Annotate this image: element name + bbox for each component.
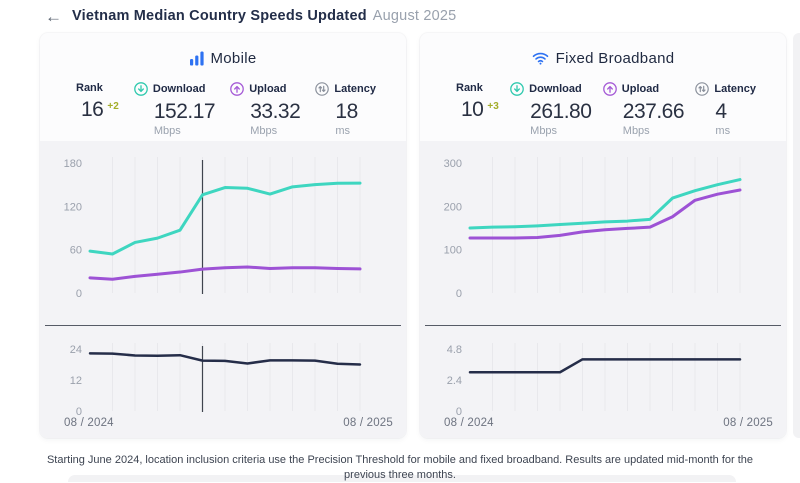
download-unit: Mbps xyxy=(530,125,558,137)
stat-rank: Rank 16 +2 xyxy=(76,82,119,137)
download-icon xyxy=(510,82,525,96)
next-section-card-edge xyxy=(68,475,736,482)
page-title-date: August 2025 xyxy=(372,8,457,24)
upload-value: 237.66 xyxy=(622,100,685,123)
rank-delta: +2 xyxy=(107,101,119,112)
svg-text:0: 0 xyxy=(456,288,462,300)
mobile-x-axis-labels: 08 / 2024 08 / 2025 xyxy=(40,416,406,429)
cards-row: Mobile Rank 16 +2 Download 152.17 Mbp xyxy=(0,33,800,438)
mobile-card: Mobile Rank 16 +2 Download 152.17 Mbp xyxy=(40,33,406,438)
x-label-end: 08 / 2025 xyxy=(723,417,773,429)
download-icon xyxy=(134,82,148,96)
svg-text:0: 0 xyxy=(76,288,82,300)
svg-text:120: 120 xyxy=(64,201,82,213)
fixed-speed-chart[interactable]: 300 200 100 0 xyxy=(420,141,786,317)
latency-label: Latency xyxy=(714,83,756,95)
fixed-chart-panel: 300 200 100 0 4.8 2.4 0 08 / 2024 08 / 2025 xyxy=(420,141,786,438)
stat-latency: Latency 4 ms xyxy=(695,82,756,137)
latency-icon xyxy=(695,82,710,96)
latency-value: 18 xyxy=(335,100,358,123)
mobile-stats: Rank 16 +2 Download 152.17 Mbps xyxy=(40,70,406,137)
download-label: Download xyxy=(152,83,206,95)
fixed-broadband-card: Fixed Broadband Rank 10 +3 Download 261.8… xyxy=(420,33,786,438)
page-header: ← Vietnam Median Country Speeds Updated … xyxy=(0,0,800,32)
upload-label: Upload xyxy=(621,83,660,95)
download-value: 261.80 xyxy=(530,100,592,123)
mobile-card-header: Mobile xyxy=(40,46,406,70)
fixed-x-axis-labels: 08 / 2024 08 / 2025 xyxy=(420,416,786,429)
stat-download: Download 261.80 Mbps xyxy=(510,82,592,137)
signal-bars-icon xyxy=(189,51,204,66)
svg-text:0: 0 xyxy=(456,406,462,416)
stat-latency: Latency 18 ms xyxy=(315,82,376,137)
latency-icon xyxy=(315,82,330,96)
latency-label: Latency xyxy=(334,83,376,95)
rank-value: 16 +2 xyxy=(81,98,119,121)
back-arrow-icon[interactable]: ← xyxy=(45,6,62,26)
stat-rank: Rank 10 +3 xyxy=(456,82,499,137)
fixed-card-header: Fixed Broadband xyxy=(420,46,786,70)
svg-text:0: 0 xyxy=(76,406,82,416)
chart-divider xyxy=(425,325,781,326)
rank-value: 10 +3 xyxy=(461,98,499,121)
latency-unit: ms xyxy=(715,125,731,137)
next-card-edge xyxy=(793,33,800,438)
mobile-latency-chart[interactable]: 24 12 0 xyxy=(40,330,406,418)
svg-text:180: 180 xyxy=(64,158,82,170)
mobile-chart-panel: 180 120 60 0 24 12 0 08 / 2024 08 / 2025 xyxy=(40,141,406,438)
svg-text:60: 60 xyxy=(70,245,82,257)
download-unit: Mbps xyxy=(153,125,181,137)
mobile-speed-chart[interactable]: 180 120 60 0 xyxy=(40,141,406,317)
fixed-latency-chart[interactable]: 4.8 2.4 0 xyxy=(420,330,786,418)
upload-label: Upload xyxy=(249,83,287,95)
svg-text:200: 200 xyxy=(444,201,462,213)
fixed-stats: Rank 10 +3 Download 261.80 Mbps xyxy=(420,70,786,137)
footer-note: Starting June 2024, location inclusion c… xyxy=(46,454,754,481)
page-title: Vietnam Median Country Speeds Updated xyxy=(72,8,367,24)
latency-unit: ms xyxy=(335,125,351,137)
latency-value: 4 xyxy=(715,100,727,123)
svg-text:12: 12 xyxy=(70,375,82,387)
fixed-card-title: Fixed Broadband xyxy=(555,49,675,67)
upload-icon xyxy=(230,82,245,96)
svg-text:300: 300 xyxy=(444,158,462,170)
upload-value: 33.32 xyxy=(250,100,301,123)
svg-text:4.8: 4.8 xyxy=(447,344,462,356)
upload-unit: Mbps xyxy=(622,125,650,137)
download-label: Download xyxy=(529,83,582,95)
rank-label: Rank xyxy=(456,82,483,94)
stat-download: Download 152.17 Mbps xyxy=(134,82,216,137)
rank-delta: +3 xyxy=(487,101,499,112)
rank-label: Rank xyxy=(76,82,103,94)
x-label-end: 08 / 2025 xyxy=(343,417,393,429)
chart-divider xyxy=(45,325,401,326)
download-value: 152.17 xyxy=(153,100,216,123)
stat-upload: Upload 33.32 Mbps xyxy=(230,82,301,137)
wifi-icon xyxy=(532,51,549,65)
svg-text:100: 100 xyxy=(444,245,462,257)
stat-upload: Upload 237.66 Mbps xyxy=(602,82,685,137)
svg-text:24: 24 xyxy=(70,344,82,356)
x-label-start: 08 / 2024 xyxy=(64,417,114,429)
x-label-start: 08 / 2024 xyxy=(444,417,494,429)
mobile-card-title: Mobile xyxy=(210,49,257,67)
upload-icon xyxy=(602,82,617,96)
upload-unit: Mbps xyxy=(250,125,278,137)
svg-text:2.4: 2.4 xyxy=(447,375,462,387)
